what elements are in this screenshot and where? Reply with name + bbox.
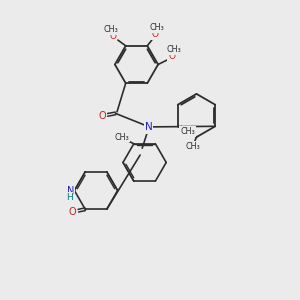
Text: N: N [145, 122, 152, 133]
Text: O: O [152, 31, 159, 40]
Text: O: O [109, 32, 116, 41]
Text: N: N [67, 185, 74, 196]
Text: CH₃: CH₃ [167, 45, 182, 54]
Text: O: O [98, 111, 106, 121]
Text: H: H [66, 193, 72, 202]
Text: O: O [168, 52, 175, 61]
Text: O: O [69, 207, 76, 217]
Text: CH₃: CH₃ [185, 142, 200, 151]
Text: CH₃: CH₃ [180, 127, 195, 136]
Text: CH₃: CH₃ [149, 23, 164, 32]
Text: CH₃: CH₃ [115, 133, 130, 142]
Text: CH₃: CH₃ [103, 25, 118, 34]
